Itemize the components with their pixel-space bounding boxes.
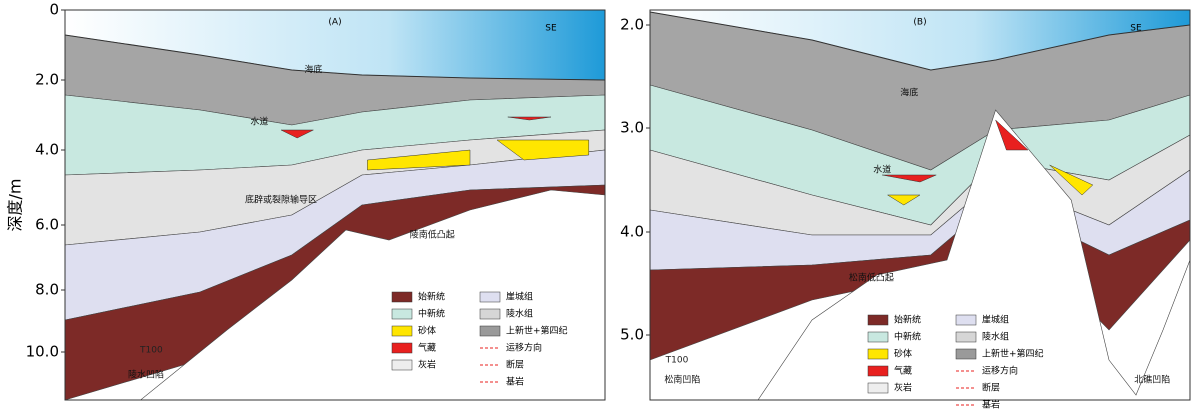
legend-swatch [956, 349, 976, 359]
legend-label: 始新统 [894, 314, 921, 326]
annotation: 北礁凹陷 [1134, 374, 1170, 386]
legend-label: 中新统 [418, 308, 445, 320]
annotation: 陵水凹陷 [128, 369, 164, 381]
direction-label: SE [1130, 24, 1142, 34]
legend-label: 中新统 [894, 331, 921, 343]
legend-label: 基岩 [506, 376, 524, 388]
legend-swatch [868, 349, 888, 359]
y-tick-label: 8.0 [35, 281, 59, 299]
cross-section [65, 10, 605, 400]
y-tick-label: 2.0 [35, 71, 59, 89]
y-axis-label: 深度/m [6, 179, 25, 232]
legend-label: 基岩 [982, 399, 1000, 411]
y-tick-label: 4.0 [620, 223, 644, 241]
annotation: 海底 [304, 64, 322, 76]
legend-swatch [392, 360, 412, 370]
legend-swatch [480, 326, 500, 336]
legend-label: 灰岩 [418, 359, 436, 371]
legend-label: 运移方向 [982, 365, 1018, 377]
legend-label: 断层 [982, 382, 1000, 394]
legend-label: 断层 [506, 359, 524, 371]
legend-swatch [868, 315, 888, 325]
annotation: 底辟或裂隙输导区 [245, 194, 317, 206]
legend-swatch [480, 309, 500, 319]
y-tick-label: 4.0 [35, 141, 59, 159]
legend-swatch [392, 309, 412, 319]
panel-label: (B) [913, 18, 926, 28]
legend-swatch [480, 292, 500, 302]
legend-label: 气藏 [418, 342, 436, 354]
annotation: 松南凹陷 [664, 374, 700, 386]
y-tick-label: 5.0 [620, 326, 644, 344]
y-tick-label: 3.0 [620, 119, 644, 137]
legend-label: 砂体 [894, 348, 912, 360]
legend-swatch [868, 366, 888, 376]
legend-label: 灰岩 [894, 382, 912, 394]
legend-label: 崖城组 [506, 291, 533, 303]
annotation: 海底 [900, 87, 918, 99]
legend-swatch [392, 343, 412, 353]
legend-swatch [868, 332, 888, 342]
legend-label: 上新世+第四纪 [506, 325, 568, 337]
annotation: 陵南低凸起 [410, 229, 455, 241]
y-tick-label: 10.0 [26, 343, 59, 361]
legend-swatch [956, 315, 976, 325]
panel-label: (A) [328, 18, 341, 28]
legend-label: 上新世+第四纪 [982, 348, 1044, 360]
legend-label: 砂体 [418, 325, 436, 337]
annotation: T100 [139, 346, 163, 356]
direction-label: SE [545, 24, 557, 34]
legend-swatch [392, 292, 412, 302]
legend-label: 始新统 [418, 291, 445, 303]
annotation: 水道 [873, 164, 891, 176]
legend-swatch [868, 383, 888, 393]
legend-label: 崖城组 [982, 314, 1009, 326]
legend-label: 陵水组 [982, 331, 1009, 343]
y-tick-label: 2.0 [620, 16, 644, 34]
legend-swatch [392, 326, 412, 336]
annotation: T100 [665, 356, 689, 366]
y-tick-label: 0 [49, 1, 59, 19]
legend-label: 运移方向 [506, 342, 542, 354]
legend-label: 气藏 [894, 365, 912, 377]
annotation: 松南低凸起 [849, 272, 894, 284]
legend-swatch [956, 332, 976, 342]
annotation: 水道 [250, 116, 268, 128]
y-tick-label: 6.0 [35, 216, 59, 234]
figure: 深度/m (A) SE 0 2.0 4.0 6.0 8.0 10.0 海底水道底辟或裂隙输导区陵… [0, 0, 1200, 412]
legend-label: 陵水组 [506, 308, 533, 320]
